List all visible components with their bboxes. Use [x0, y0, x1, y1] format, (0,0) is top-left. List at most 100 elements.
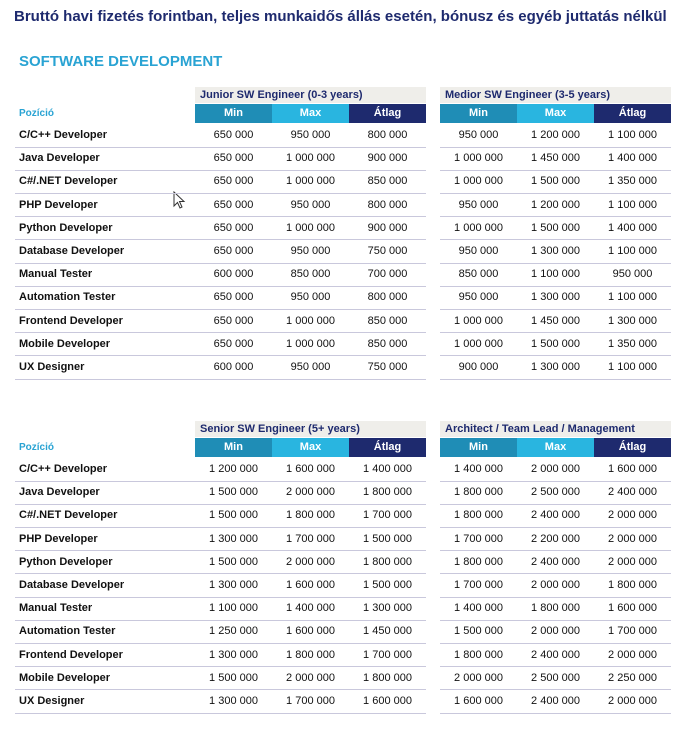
row-label: Java Developer: [19, 152, 100, 165]
value-cell: 1 250 000: [209, 625, 258, 638]
value-cell: 1 700 000: [454, 532, 503, 545]
row-separator: [15, 503, 426, 505]
value-cell: 1 000 000: [286, 152, 335, 165]
value-cell: 1 800 000: [363, 555, 412, 568]
value-cell: 2 000 000: [531, 625, 580, 638]
value-cell: 1 100 000: [531, 268, 580, 281]
value-cell: 1 100 000: [209, 602, 258, 615]
value-cell: 650 000: [213, 129, 254, 141]
value-cell: 1 600 000: [608, 463, 657, 475]
cursor: [173, 191, 186, 209]
value-cell: 650 000: [213, 175, 254, 188]
value-cell: 1 800 000: [454, 509, 503, 522]
value-cell: 950 000: [290, 245, 331, 257]
value-cell: 2 000 000: [608, 648, 657, 661]
value-cell: 1 200 000: [209, 463, 258, 475]
row-separator: [440, 378, 671, 380]
row-label: Frontend Developer: [19, 648, 123, 661]
value-cell: 2 000 000: [608, 695, 657, 707]
row-separator: [15, 308, 426, 310]
row-separator: [440, 689, 671, 691]
value-cell: 950 000: [290, 361, 331, 373]
row-separator: [440, 573, 671, 575]
value-cell: 950 000: [612, 268, 653, 281]
value-cell: 850 000: [367, 314, 408, 327]
row-header: Pozíció: [19, 442, 55, 453]
value-cell: 1 300 000: [531, 361, 580, 373]
section-title: SOFTWARE DEVELOPMENT: [19, 53, 223, 70]
row-label: Python Developer: [19, 555, 113, 568]
value-cell: 1 500 000: [363, 579, 412, 591]
row-separator: [15, 526, 426, 528]
value-cell: 1 000 000: [454, 314, 503, 327]
value-cell: 2 400 000: [531, 555, 580, 568]
value-cell: 1 600 000: [608, 602, 657, 615]
row-separator: [440, 285, 671, 287]
column-header: Átlag: [349, 438, 426, 457]
value-cell: 650 000: [213, 291, 254, 304]
value-cell: 1 800 000: [454, 555, 503, 568]
value-cell: 1 000 000: [454, 175, 503, 188]
row-label: UX Designer: [19, 695, 85, 707]
value-cell: 2 000 000: [608, 509, 657, 522]
column-header: Max: [517, 104, 594, 123]
row-label: PHP Developer: [19, 198, 98, 211]
value-cell: 1 000 000: [454, 221, 503, 234]
value-cell: 650 000: [213, 245, 254, 257]
row-separator: [15, 596, 426, 598]
value-cell: 1 400 000: [454, 602, 503, 615]
value-cell: 950 000: [458, 129, 499, 141]
value-cell: 950 000: [290, 129, 331, 141]
value-cell: 1 600 000: [363, 695, 412, 707]
row-separator: [15, 332, 426, 334]
value-cell: 2 400 000: [531, 648, 580, 661]
value-cell: 1 700 000: [363, 509, 412, 522]
value-cell: 650 000: [213, 337, 254, 350]
value-cell: 1 800 000: [608, 579, 657, 591]
row-label: Manual Tester: [19, 268, 93, 281]
row-separator: [15, 480, 426, 482]
row-label: C#/.NET Developer: [19, 175, 118, 188]
row-separator: [440, 355, 671, 357]
value-cell: 2 400 000: [608, 486, 657, 499]
value-cell: 1 300 000: [608, 314, 657, 327]
value-cell: 950 000: [290, 291, 331, 304]
value-cell: 900 000: [367, 221, 408, 234]
row-label: Automation Tester: [19, 625, 116, 638]
value-cell: 1 300 000: [531, 291, 580, 304]
value-cell: 2 500 000: [531, 486, 580, 499]
value-cell: 850 000: [458, 268, 499, 281]
value-cell: 1 800 000: [286, 509, 335, 522]
value-cell: 2 000 000: [454, 671, 503, 684]
column-header: Max: [517, 438, 594, 457]
value-cell: 1 400 000: [286, 602, 335, 615]
row-separator: [15, 355, 426, 357]
value-cell: 950 000: [458, 198, 499, 211]
row-separator: [15, 146, 426, 148]
row-separator: [15, 666, 426, 668]
column-header: Átlag: [594, 104, 671, 123]
value-cell: 1 500 000: [209, 486, 258, 499]
value-cell: 1 700 000: [286, 532, 335, 545]
value-cell: 1 450 000: [531, 152, 580, 165]
value-cell: 950 000: [458, 291, 499, 304]
row-separator: [15, 573, 426, 575]
row-separator: [440, 642, 671, 644]
value-cell: 1 500 000: [531, 337, 580, 350]
value-cell: 1 100 000: [608, 245, 657, 257]
column-header: Átlag: [594, 438, 671, 457]
row-separator: [440, 619, 671, 621]
row-label: Manual Tester: [19, 602, 93, 615]
column-header: Min: [440, 104, 517, 123]
value-cell: 1 100 000: [608, 198, 657, 211]
value-cell: 1 700 000: [454, 579, 503, 591]
row-label: Database Developer: [19, 579, 125, 591]
value-cell: 1 500 000: [454, 625, 503, 638]
value-cell: 750 000: [367, 245, 408, 257]
value-cell: 1 200 000: [531, 129, 580, 141]
column-header: Átlag: [349, 104, 426, 123]
value-cell: 1 300 000: [209, 695, 258, 707]
group-header: Junior SW Engineer (0-3 years): [195, 87, 426, 103]
value-cell: 2 250 000: [608, 671, 657, 684]
